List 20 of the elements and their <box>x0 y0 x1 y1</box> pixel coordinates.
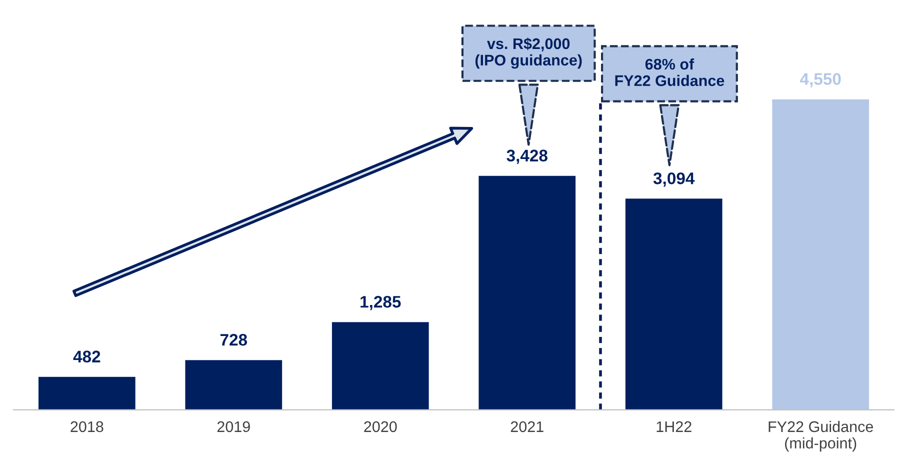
bar <box>38 376 136 410</box>
data-label: 728 <box>220 334 248 346</box>
text: 68% of FY22 Guidance <box>615 58 724 86</box>
data-label: 1,285 <box>360 296 401 310</box>
data-label: 482 <box>73 350 100 362</box>
data-label: 3,094 <box>653 172 695 187</box>
bar <box>625 198 722 410</box>
x-tick-label: FY22 Guidance (mid-point) <box>768 420 874 452</box>
bar <box>478 176 576 410</box>
bar <box>772 99 870 410</box>
x-tick-label: 1H22 <box>656 421 692 432</box>
x-tick-label: 2020 <box>364 421 397 432</box>
data-label: 4,550 <box>800 73 841 88</box>
text: vs. R$2,000 (IPO guidance) <box>475 38 582 69</box>
bar <box>185 360 282 410</box>
x-tick-label: 2018 <box>70 421 104 432</box>
bar <box>332 322 429 410</box>
x-tick-label: 2019 <box>217 421 250 432</box>
data-label: 3,428 <box>506 150 548 164</box>
x-tick-label: 2021 <box>510 421 544 432</box>
